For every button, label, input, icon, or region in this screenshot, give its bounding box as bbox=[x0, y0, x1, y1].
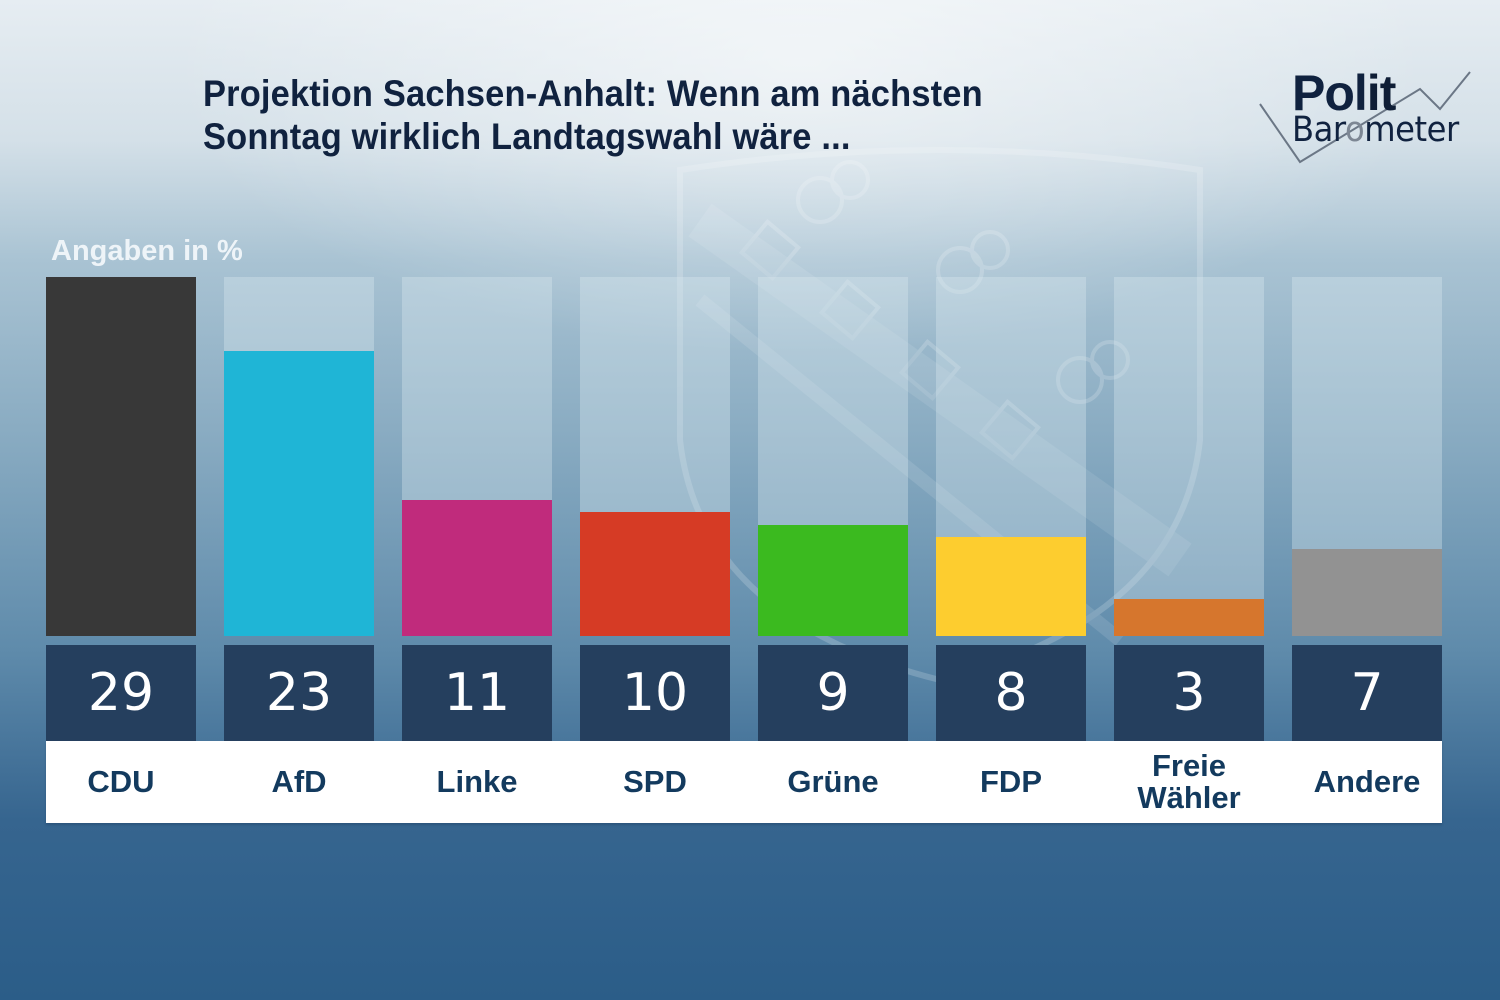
category-label-text: Freie Wähler bbox=[1137, 748, 1241, 815]
chart-title: Projektion Sachsen-Anhalt: Wenn am nächs… bbox=[203, 72, 1133, 158]
data-label-cdu: 29 bbox=[46, 645, 196, 741]
logo-word-polit: Polit bbox=[1292, 64, 1397, 122]
bar-andere bbox=[1292, 549, 1442, 636]
logo-barometer-part2: o bbox=[1344, 110, 1365, 150]
data-label-andere: 7 bbox=[1292, 645, 1442, 741]
bar-cdu bbox=[46, 277, 196, 636]
category-label-andere: Andere bbox=[1292, 741, 1442, 823]
category-label-text: Grüne bbox=[787, 764, 879, 799]
unit-label: Angaben in % bbox=[51, 235, 243, 267]
category-label-fdp: FDP bbox=[936, 741, 1086, 823]
bar-grüne bbox=[758, 525, 908, 636]
data-label-spd: 10 bbox=[580, 645, 730, 741]
category-label-text: Linke bbox=[436, 764, 518, 799]
bar-track-freie-wähler bbox=[1114, 277, 1264, 636]
logo-barometer-part1: Bar bbox=[1292, 110, 1345, 150]
category-label-linke: Linke bbox=[402, 741, 552, 823]
chart-title-line-1: Projektion Sachsen-Anhalt: Wenn am nächs… bbox=[203, 73, 983, 114]
checkmark-icon bbox=[1259, 71, 1471, 164]
bar-afd bbox=[224, 351, 374, 636]
data-label-freie-wähler: 3 bbox=[1114, 645, 1264, 741]
data-label-afd: 23 bbox=[224, 645, 374, 741]
category-label-freie-wähler: Freie Wähler bbox=[1114, 741, 1264, 823]
logo-word-barometer: Barometer bbox=[1292, 110, 1459, 150]
category-label-strip bbox=[46, 741, 1442, 823]
category-label-spd: SPD bbox=[580, 741, 730, 823]
logo-polit-part2: it bbox=[1366, 65, 1397, 121]
category-label-text: Andere bbox=[1313, 764, 1421, 799]
bar-freie-wähler bbox=[1114, 599, 1264, 636]
category-label-text: SPD bbox=[623, 764, 687, 799]
logo-polit-part1: Pol bbox=[1292, 65, 1368, 121]
data-label-grüne: 9 bbox=[758, 645, 908, 741]
bar-spd bbox=[580, 512, 730, 636]
category-label-text: AfD bbox=[271, 764, 327, 799]
bar-linke bbox=[402, 500, 552, 636]
category-label-cdu: CDU bbox=[46, 741, 196, 823]
chart-title-line-2: Sonntag wirklich Landtagswahl wäre ... bbox=[203, 116, 851, 157]
logo-barometer-part3: meter bbox=[1364, 110, 1459, 150]
category-label-afd: AfD bbox=[224, 741, 374, 823]
data-label-fdp: 8 bbox=[936, 645, 1086, 741]
category-label-grüne: Grüne bbox=[758, 741, 908, 823]
category-label-text: FDP bbox=[980, 764, 1042, 799]
data-label-linke: 11 bbox=[402, 645, 552, 741]
category-label-text: CDU bbox=[87, 764, 155, 799]
politbarometer-logo: Polit Barometer bbox=[1255, 64, 1485, 164]
bar-fdp bbox=[936, 537, 1086, 636]
